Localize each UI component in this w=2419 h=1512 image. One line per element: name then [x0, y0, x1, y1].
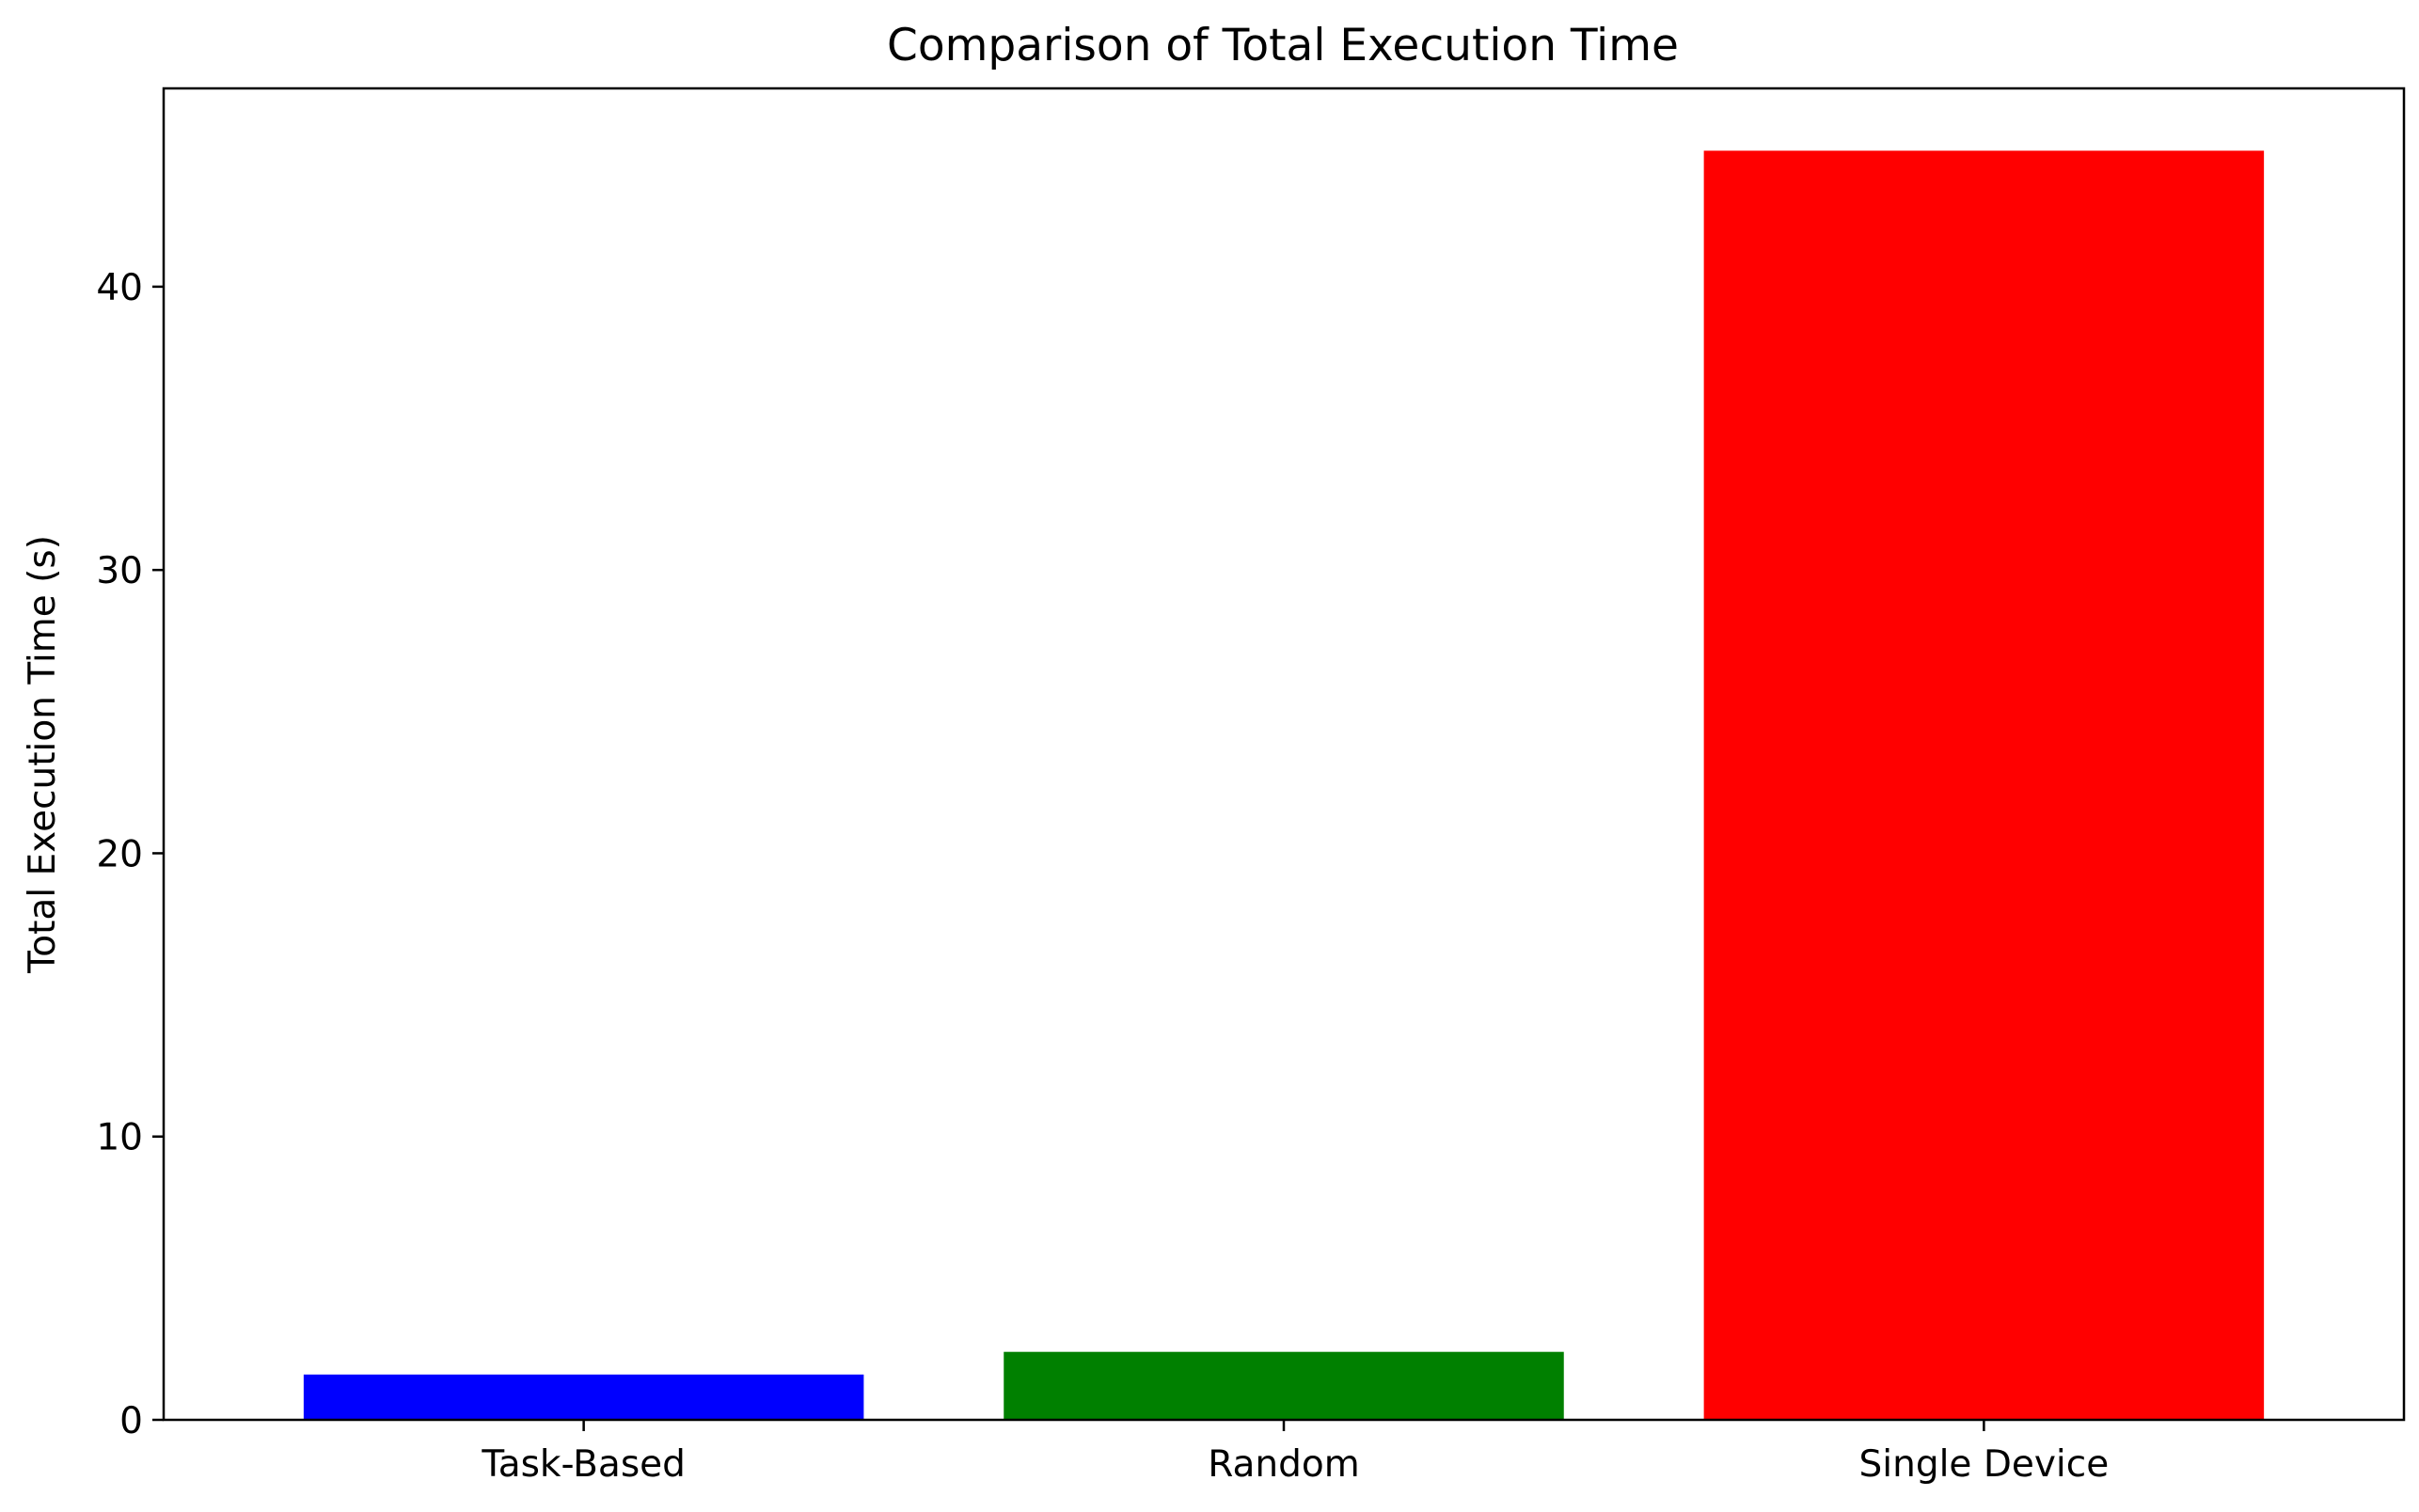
y-tick-label: 40: [96, 267, 143, 309]
x-tick-label: Single Device: [1859, 1443, 2110, 1486]
chart-title: Comparison of Total Execution Time: [887, 20, 1679, 71]
y-axis-ticks: 0 10 20 30 40: [96, 267, 164, 1442]
x-tick-label: Task-Based: [481, 1443, 686, 1486]
bar-single-device: [1703, 150, 2265, 1420]
plot-frame: [162, 87, 2406, 1422]
y-axis-label: Total Execution Time (s): [22, 535, 64, 974]
bar-random: [1004, 1351, 1564, 1420]
x-axis-ticks: Task-Based Random Single Device: [481, 1420, 2109, 1486]
y-tick-label: 0: [119, 1400, 143, 1442]
bars-layer: [303, 150, 2265, 1420]
y-tick-label: 10: [96, 1117, 143, 1159]
x-tick-label: Random: [1208, 1443, 1359, 1486]
bar-task-based: [303, 1374, 864, 1420]
y-tick-label: 30: [96, 550, 143, 592]
y-tick-label: 20: [96, 833, 143, 875]
